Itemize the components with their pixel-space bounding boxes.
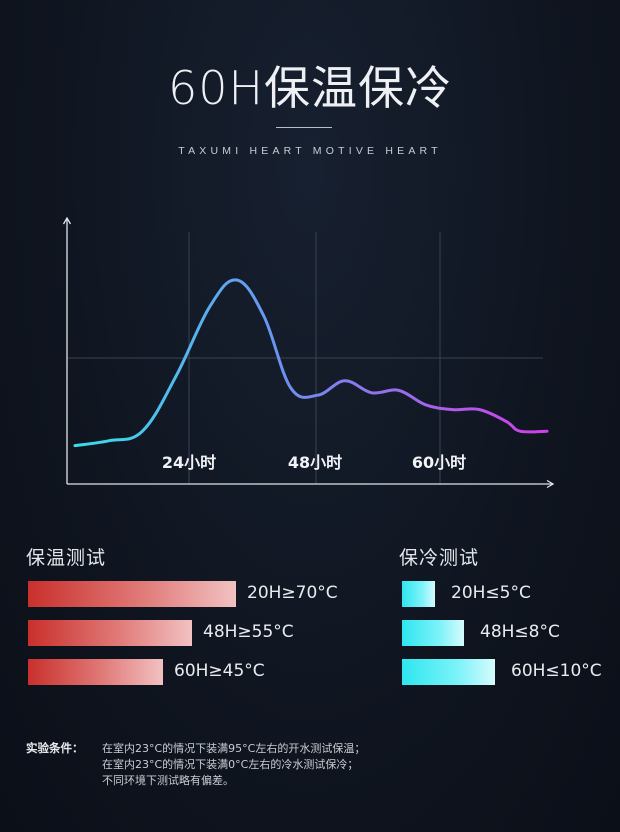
notes-line: 不同环境下测试略有偏差。 bbox=[102, 774, 234, 787]
cold-bar bbox=[402, 659, 495, 685]
notes-line: 在室内23°C的情况下装满95°C左右的开水测试保温； bbox=[102, 742, 366, 755]
x-tick-label: 48小时 bbox=[288, 453, 342, 472]
cold-bar-label: 48H≤8°C bbox=[480, 622, 560, 642]
cold-bar-label: 60H≤10°C bbox=[511, 661, 602, 681]
page-title: 60H保温保冷 bbox=[167, 61, 453, 115]
warm-bar bbox=[28, 581, 236, 607]
page-subtitle: TAXUMI HEART MOTIVE HEART bbox=[178, 145, 442, 157]
cold-test-title: 保冷测试 bbox=[399, 547, 480, 569]
chart-tick-labels: 24小时 48小时 60小时 bbox=[162, 453, 466, 472]
warm-bar-label: 20H≥70°C bbox=[247, 583, 338, 603]
cold-bar bbox=[402, 620, 464, 646]
notes-label: 实验条件： bbox=[26, 741, 84, 755]
cold-bar bbox=[402, 581, 435, 607]
series-line bbox=[73, 278, 549, 448]
warm-bar bbox=[28, 620, 192, 646]
notes-line: 在室内23°C的情况下装满0°C左右的冷水测试保冷； bbox=[102, 758, 359, 771]
x-tick-label: 24小时 bbox=[162, 453, 216, 472]
x-tick-label: 60小时 bbox=[412, 453, 466, 472]
warm-test-title: 保温测试 bbox=[26, 547, 107, 569]
warm-bar bbox=[28, 659, 163, 685]
x-axis-arrow-icon bbox=[546, 479, 555, 489]
chart-axes bbox=[62, 216, 555, 489]
warm-bar-label: 48H≥55°C bbox=[203, 622, 294, 642]
warm-bar-label: 60H≥45°C bbox=[174, 661, 265, 681]
cold-bar-label: 20H≤5°C bbox=[451, 583, 531, 603]
chart-grid bbox=[67, 232, 543, 484]
line-chart: 24小时 48小时 60小时 bbox=[62, 216, 555, 489]
y-axis-arrow-icon bbox=[62, 216, 72, 225]
title-divider bbox=[276, 127, 332, 128]
